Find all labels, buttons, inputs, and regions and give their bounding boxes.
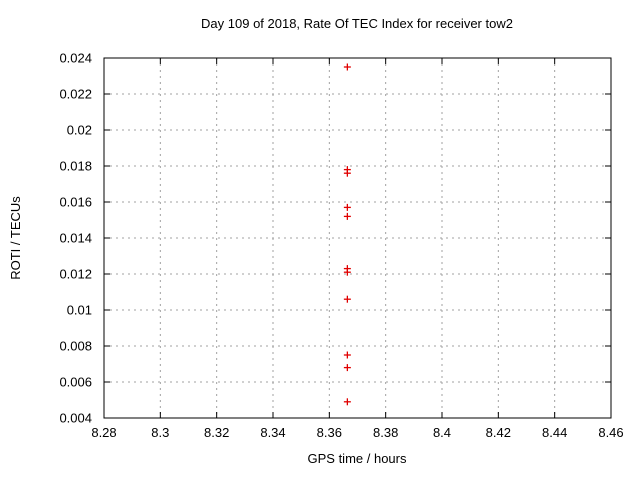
x-tick-label: 8.38 — [373, 425, 398, 440]
y-tick-label: 0.01 — [67, 303, 92, 318]
y-tick-label: 0.024 — [59, 51, 92, 66]
y-tick-label: 0.012 — [59, 267, 92, 282]
x-tick-label: 8.36 — [317, 425, 342, 440]
y-tick-label: 0.018 — [59, 159, 92, 174]
x-tick-label: 8.34 — [260, 425, 285, 440]
y-tick-label: 0.008 — [59, 339, 92, 354]
y-tick-label: 0.004 — [59, 411, 92, 426]
x-tick-label: 8.3 — [151, 425, 169, 440]
chart-title: Day 109 of 2018, Rate Of TEC Index for r… — [201, 16, 513, 31]
x-tick-label: 8.4 — [433, 425, 451, 440]
y-tick-label: 0.014 — [59, 231, 92, 246]
x-tick-label: 8.32 — [204, 425, 229, 440]
plot-area: 8.28 8.3 8.32 8.34 8.36 8.38 8.4 8.42 8.44 8.46 0.… — [59, 51, 623, 441]
y-tick-label: 0.02 — [67, 123, 92, 138]
y-tick-label: 0.006 — [59, 375, 92, 390]
x-tick-label: 8.42 — [486, 425, 511, 440]
x-tick-label: 8.46 — [598, 425, 623, 440]
y-axis-label: ROTI / TECUs — [8, 196, 23, 280]
y-tick-label: 0.016 — [59, 195, 92, 210]
x-tick-label: 8.44 — [542, 425, 567, 440]
x-axis-label: GPS time / hours — [308, 451, 407, 466]
y-tick-label: 0.022 — [59, 87, 92, 102]
x-tick-label: 8.28 — [91, 425, 116, 440]
